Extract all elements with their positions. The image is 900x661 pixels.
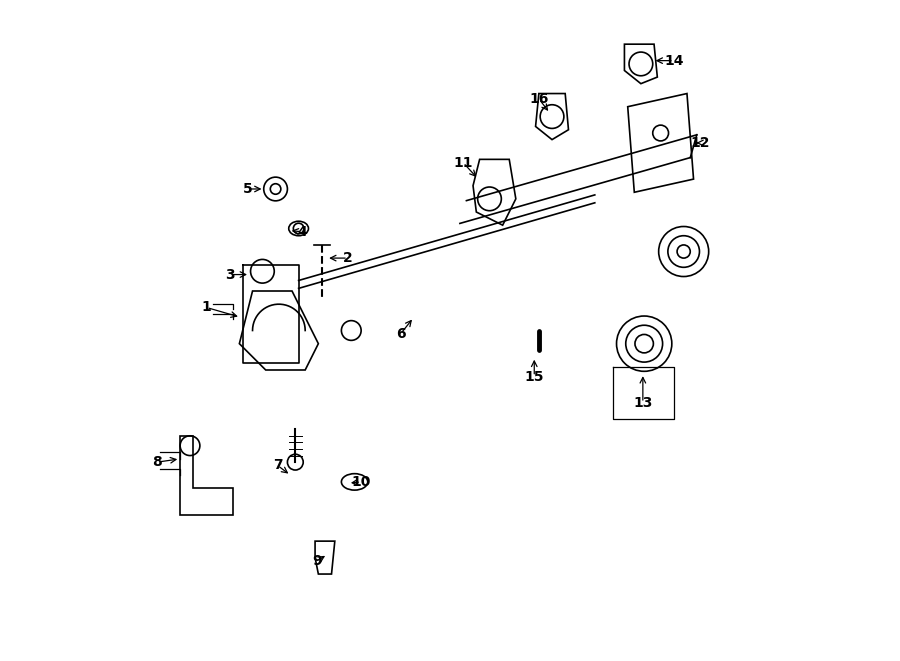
Text: 15: 15 — [525, 369, 544, 383]
Text: 10: 10 — [352, 475, 371, 489]
Text: 13: 13 — [634, 396, 652, 410]
Text: 4: 4 — [297, 225, 307, 239]
Text: 1: 1 — [202, 301, 211, 315]
Text: 16: 16 — [529, 92, 548, 106]
Text: 7: 7 — [273, 459, 283, 473]
Text: 12: 12 — [690, 136, 710, 150]
Text: 3: 3 — [225, 268, 234, 282]
Text: 5: 5 — [242, 182, 252, 196]
Text: 11: 11 — [454, 155, 473, 170]
Text: 6: 6 — [396, 327, 405, 341]
Text: 14: 14 — [664, 54, 683, 67]
Text: 8: 8 — [152, 455, 162, 469]
Text: 9: 9 — [312, 554, 322, 568]
Text: 2: 2 — [343, 251, 353, 265]
